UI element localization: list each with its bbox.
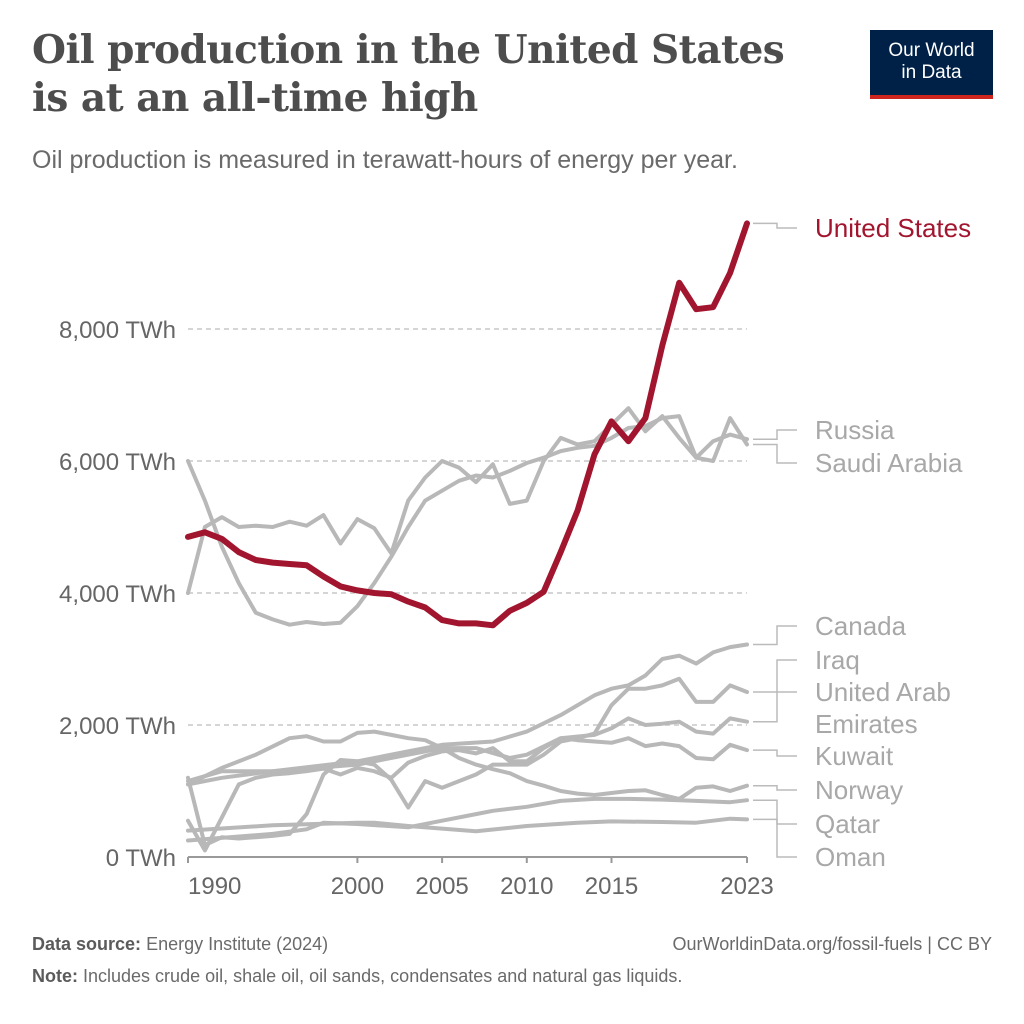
label-connector <box>753 818 797 858</box>
series-line-qatar <box>186 796 749 843</box>
series-label: Qatar <box>815 809 880 839</box>
x-tick-label: 2010 <box>500 873 553 900</box>
note-line: Note: Includes crude oil, shale oil, oil… <box>32 966 682 987</box>
x-tick-label: 2005 <box>415 873 468 900</box>
series-label: United Arab <box>815 677 951 707</box>
y-tick-label: 6,000 TWh <box>59 449 176 476</box>
note-text: Includes crude oil, shale oil, oil sands… <box>83 966 683 986</box>
source-line: Data source: Energy Institute (2024) <box>32 934 328 955</box>
series-label: Norway <box>815 775 903 805</box>
note-label: Note: <box>32 966 78 986</box>
label-connector <box>753 429 797 440</box>
chart-subtitle: Oil production is measured in terawatt-h… <box>32 146 738 174</box>
series-line-kuwait <box>186 736 749 853</box>
source-text: Energy Institute (2024) <box>146 934 329 954</box>
logo-line-1: Our World <box>888 40 975 61</box>
series-label: Iraq <box>815 645 860 675</box>
series-label: Russia <box>815 415 895 445</box>
series-label: United States <box>815 213 971 243</box>
label-connector <box>753 691 797 723</box>
series-line-iraq <box>186 676 749 848</box>
label-connector <box>753 222 797 229</box>
series-line-united-arab-emirates <box>186 716 749 784</box>
series-label: Kuwait <box>815 741 894 771</box>
series-label: Canada <box>815 611 907 641</box>
source-url[interactable]: OurWorldinData.org/fossil-fuels | CC BY <box>672 934 992 954</box>
label-connector <box>753 625 797 646</box>
x-tick-label: 1990 <box>188 873 241 900</box>
x-tick-label: 2000 <box>331 873 384 900</box>
series-label: Oman <box>815 842 886 872</box>
label-connector <box>753 784 797 791</box>
series-line-oman <box>186 816 749 834</box>
label-connector <box>753 659 797 693</box>
series-line-norway <box>186 729 749 801</box>
series-label: Saudi Arabia <box>815 448 963 478</box>
source-label: Data source: <box>32 934 142 954</box>
series-label: Emirates <box>815 709 918 739</box>
label-connector <box>753 749 797 757</box>
y-tick-label: 2,000 TWh <box>59 713 176 740</box>
x-tick-label: 2023 <box>720 873 773 900</box>
y-tick-label: 8,000 TWh <box>59 317 176 344</box>
series-line-united-states <box>185 220 750 629</box>
label-connector <box>753 443 797 464</box>
y-tick-label: 0 TWh <box>106 845 176 872</box>
series-line-saudi-arabia <box>186 406 749 595</box>
label-connector <box>753 799 797 825</box>
owid-logo[interactable]: Our World in Data <box>870 30 993 99</box>
y-tick-label: 4,000 TWh <box>59 581 176 608</box>
chart-title: Oil production in the United States is a… <box>32 27 785 121</box>
x-tick-label: 2015 <box>585 873 638 900</box>
logo-line-2: in Data <box>901 62 962 83</box>
